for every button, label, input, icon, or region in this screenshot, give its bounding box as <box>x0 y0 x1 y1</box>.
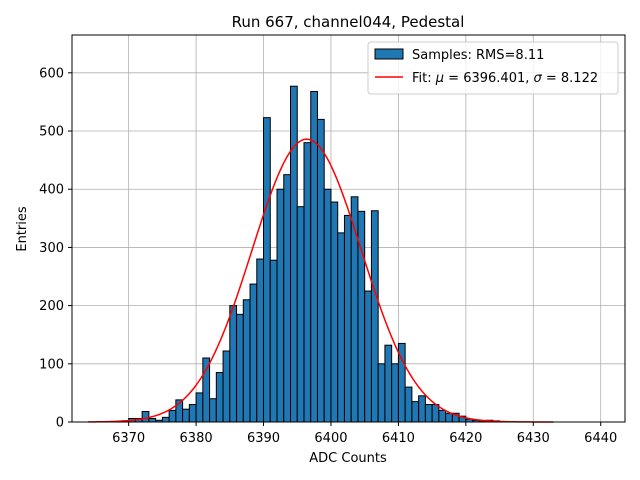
fit-label-mu-symbol: μ <box>435 71 444 86</box>
y-axis-title: Entries <box>15 206 30 252</box>
x-axis-ticks: 6370 6380 6390 6400 6410 6420 6430 6440 <box>112 422 617 446</box>
x-tick-label: 6390 <box>247 431 280 446</box>
histogram-bar <box>290 85 298 423</box>
fit-label-sigma-symbol: σ <box>534 71 543 86</box>
histogram-bar <box>182 408 190 423</box>
fit-label-sigma-value: = 8.122 <box>542 71 598 86</box>
y-tick-label: 100 <box>39 357 64 372</box>
fit-curve <box>88 138 554 423</box>
y-tick-label: 200 <box>39 299 64 314</box>
histogram-bar <box>236 313 244 423</box>
y-tick-label: 500 <box>39 125 64 140</box>
x-tick-label: 6410 <box>382 431 415 446</box>
y-tick-label: 600 <box>39 66 64 81</box>
histogram-bar <box>391 363 399 423</box>
histogram-bar <box>404 386 413 423</box>
histogram-bar <box>431 404 440 423</box>
legend-swatch-histogram <box>374 48 404 60</box>
histogram-bar <box>303 142 312 423</box>
histogram-bar <box>330 201 339 423</box>
histogram-bar <box>168 409 177 423</box>
x-tick-label: 6420 <box>449 431 482 446</box>
histogram-bar <box>445 412 453 423</box>
histogram-bar <box>316 118 325 423</box>
x-tick-label: 6380 <box>180 431 213 446</box>
x-tick-label: 6440 <box>584 431 617 446</box>
legend-frame <box>367 41 619 95</box>
histogram-bar <box>411 401 420 423</box>
histogram-bar <box>438 409 447 423</box>
histogram-bar <box>229 305 238 423</box>
histogram-bar <box>202 357 211 423</box>
histogram-bar <box>377 363 386 423</box>
plot-frame <box>71 34 626 423</box>
x-tick-label: 6430 <box>517 431 550 446</box>
chart-title: Run 667, channel044, Pedestal <box>232 13 465 31</box>
histogram-bar <box>364 290 372 423</box>
histogram-bar <box>337 232 345 423</box>
histogram-bar <box>256 258 265 423</box>
x-axis-title: ADC Counts <box>309 451 387 466</box>
histogram-bar <box>148 418 157 423</box>
histogram-bar <box>296 206 305 423</box>
histogram-bar <box>195 392 204 423</box>
histogram-bar <box>323 188 332 423</box>
histogram-bar <box>242 299 251 423</box>
histogram-bar <box>161 416 170 423</box>
legend-label-histogram: Samples: RMS=8.11 <box>412 48 544 63</box>
legend: Samples: RMS=8.11 Fit: μ = 6396.401, σ =… <box>367 41 619 95</box>
histogram-bar <box>209 398 217 423</box>
legend-label-fit: Fit: μ = 6396.401, σ = 8.122 <box>412 71 598 86</box>
histogram-bar <box>188 404 197 423</box>
y-tick-label: 400 <box>39 183 64 198</box>
histogram-bar <box>370 210 379 423</box>
histogram-bar <box>343 214 352 423</box>
y-tick-label: 300 <box>39 241 64 256</box>
histogram-bar <box>283 174 292 423</box>
histogram-bar <box>418 395 426 423</box>
histogram-bar <box>141 411 150 423</box>
y-tick-label: 0 <box>56 416 64 431</box>
x-tick-label: 6400 <box>314 431 347 446</box>
histogram-bar <box>215 372 224 423</box>
histogram-bar <box>269 259 278 423</box>
fit-label-mu-value: = 6396.401, <box>444 71 533 86</box>
histogram-bar <box>222 350 231 423</box>
histogram-bar <box>263 117 271 423</box>
x-tick-label: 6370 <box>112 431 145 446</box>
y-axis-ticks: 0 100 200 300 400 500 600 <box>39 66 72 431</box>
histogram-bar <box>249 283 258 423</box>
histogram-bar <box>384 344 393 423</box>
histogram-bar <box>276 188 285 423</box>
histogram-bar <box>424 404 433 423</box>
fit-label-prefix: Fit: <box>412 71 436 86</box>
